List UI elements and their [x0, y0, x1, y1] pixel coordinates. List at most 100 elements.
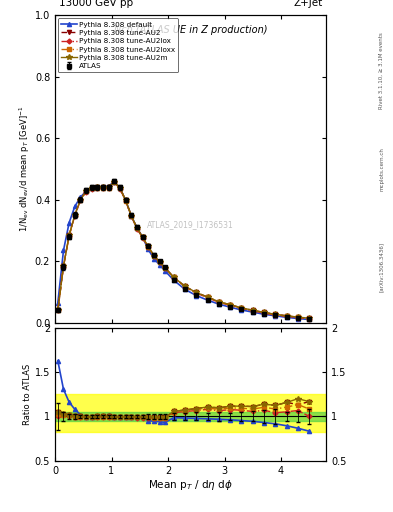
Pythia 8.308 tune-AU2m [284, 313, 289, 319]
Pythia 8.308 tune-AU2 [250, 307, 255, 313]
Pythia 8.308 tune-AU2loxx [84, 188, 88, 195]
Pythia 8.308 tune-AU2loxx [78, 197, 83, 203]
Pythia 8.308 default [107, 183, 111, 189]
Pythia 8.308 default [55, 300, 60, 306]
Bar [55, 394, 326, 433]
Pythia 8.308 tune-AU2 [67, 232, 72, 238]
Pythia 8.308 tune-AU2lox [55, 307, 60, 313]
Pythia 8.308 tune-AU2m [140, 234, 145, 240]
Pythia 8.308 default [123, 197, 128, 203]
Legend: Pythia 8.308 default, Pythia 8.308 tune-AU2, Pythia 8.308 tune-AU2lox, Pythia 8.: Pythia 8.308 default, Pythia 8.308 tune-… [58, 18, 178, 72]
Pythia 8.308 tune-AU2 [123, 197, 128, 203]
Pythia 8.308 tune-AU2lox [250, 308, 255, 314]
Pythia 8.308 tune-AU2 [95, 184, 100, 190]
Line: Pythia 8.308 tune-AU2loxx: Pythia 8.308 tune-AU2loxx [56, 180, 311, 321]
Pythia 8.308 tune-AU2loxx [67, 232, 72, 239]
Pythia 8.308 tune-AU2lox [118, 185, 122, 191]
Pythia 8.308 default [273, 313, 278, 319]
Pythia 8.308 tune-AU2m [146, 243, 151, 249]
Text: Rivet 3.1.10, ≥ 3.1M events: Rivet 3.1.10, ≥ 3.1M events [379, 32, 384, 109]
Pythia 8.308 tune-AU2loxx [183, 284, 187, 290]
Pythia 8.308 tune-AU2m [55, 307, 60, 313]
Pythia 8.308 tune-AU2lox [129, 213, 134, 219]
Pythia 8.308 tune-AU2m [129, 212, 134, 219]
Pythia 8.308 tune-AU2m [72, 212, 77, 218]
Pythia 8.308 tune-AU2loxx [217, 299, 221, 305]
Pythia 8.308 default [228, 304, 233, 310]
Pythia 8.308 tune-AU2lox [296, 314, 300, 321]
Pythia 8.308 tune-AU2loxx [250, 308, 255, 314]
Pythia 8.308 tune-AU2lox [152, 253, 156, 259]
Pythia 8.308 tune-AU2lox [146, 244, 151, 250]
Pythia 8.308 tune-AU2lox [112, 179, 117, 185]
Pythia 8.308 default [194, 292, 198, 298]
Pythia 8.308 tune-AU2loxx [123, 198, 128, 204]
Pythia 8.308 tune-AU2 [273, 311, 278, 317]
Pythia 8.308 default [157, 262, 162, 268]
Pythia 8.308 tune-AU2 [134, 225, 139, 231]
Pythia 8.308 tune-AU2lox [163, 265, 167, 271]
Pythia 8.308 default [61, 247, 66, 253]
Pythia 8.308 tune-AU2m [157, 259, 162, 265]
Pythia 8.308 tune-AU2m [107, 184, 111, 190]
Pythia 8.308 default [129, 212, 134, 219]
Pythia 8.308 tune-AU2m [194, 289, 198, 295]
Pythia 8.308 tune-AU2m [118, 185, 122, 191]
Pythia 8.308 tune-AU2loxx [89, 185, 94, 191]
Pythia 8.308 tune-AU2loxx [146, 244, 151, 250]
Pythia 8.308 tune-AU2lox [262, 310, 266, 316]
Pythia 8.308 tune-AU2loxx [262, 310, 266, 316]
Pythia 8.308 tune-AU2m [273, 311, 278, 317]
Pythia 8.308 tune-AU2loxx [307, 315, 312, 322]
Pythia 8.308 tune-AU2lox [157, 259, 162, 265]
Pythia 8.308 tune-AU2loxx [55, 307, 60, 313]
Pythia 8.308 tune-AU2 [171, 274, 176, 280]
Pythia 8.308 tune-AU2loxx [284, 313, 289, 319]
Pythia 8.308 default [84, 188, 88, 194]
Pythia 8.308 tune-AU2m [123, 197, 128, 203]
Pythia 8.308 tune-AU2 [107, 184, 111, 190]
Pythia 8.308 default [284, 314, 289, 321]
Pythia 8.308 tune-AU2m [307, 315, 312, 322]
Pythia 8.308 tune-AU2loxx [72, 212, 77, 219]
Pythia 8.308 default [67, 220, 72, 226]
Pythia 8.308 tune-AU2 [262, 309, 266, 315]
Pythia 8.308 tune-AU2m [134, 225, 139, 231]
Pythia 8.308 tune-AU2loxx [228, 302, 233, 308]
Pythia 8.308 tune-AU2m [296, 314, 300, 320]
Pythia 8.308 tune-AU2loxx [61, 263, 66, 269]
Pythia 8.308 tune-AU2 [61, 263, 66, 269]
Pythia 8.308 tune-AU2loxx [157, 259, 162, 265]
Pythia 8.308 default [134, 225, 139, 231]
Line: Pythia 8.308 tune-AU2: Pythia 8.308 tune-AU2 [56, 180, 311, 321]
Pythia 8.308 default [262, 311, 266, 317]
Y-axis label: Ratio to ATLAS: Ratio to ATLAS [23, 364, 32, 425]
Pythia 8.308 tune-AU2lox [89, 185, 94, 191]
Pythia 8.308 tune-AU2lox [228, 302, 233, 308]
Pythia 8.308 tune-AU2m [183, 283, 187, 289]
Pythia 8.308 default [163, 268, 167, 274]
Pythia 8.308 tune-AU2 [101, 184, 105, 190]
Pythia 8.308 tune-AU2 [157, 259, 162, 265]
Pythia 8.308 tune-AU2m [239, 305, 244, 311]
Pythia 8.308 tune-AU2lox [217, 299, 221, 305]
Pythia 8.308 tune-AU2lox [205, 294, 210, 301]
Pythia 8.308 tune-AU2loxx [140, 234, 145, 241]
Pythia 8.308 tune-AU2 [163, 265, 167, 271]
Pythia 8.308 tune-AU2loxx [134, 225, 139, 231]
Pythia 8.308 tune-AU2 [118, 185, 122, 191]
Pythia 8.308 tune-AU2 [89, 185, 94, 191]
Bar [55, 412, 326, 421]
Pythia 8.308 tune-AU2lox [107, 185, 111, 191]
Pythia 8.308 tune-AU2m [95, 184, 100, 190]
Pythia 8.308 tune-AU2 [146, 243, 151, 249]
Pythia 8.308 default [72, 203, 77, 209]
Pythia 8.308 tune-AU2m [78, 197, 83, 203]
Pythia 8.308 default [89, 185, 94, 191]
Pythia 8.308 tune-AU2m [163, 265, 167, 271]
Pythia 8.308 tune-AU2m [101, 184, 105, 190]
Pythia 8.308 default [217, 301, 221, 307]
Pythia 8.308 tune-AU2m [228, 302, 233, 308]
Pythia 8.308 tune-AU2 [228, 302, 233, 308]
Pythia 8.308 tune-AU2m [171, 274, 176, 280]
